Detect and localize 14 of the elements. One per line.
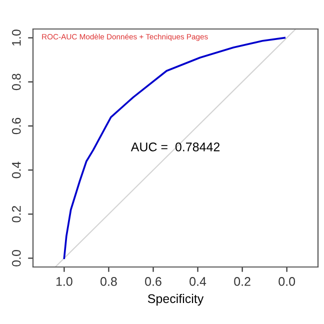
y-tick-label: 0.4	[12, 162, 21, 178]
y-tick-label: 0.8	[12, 74, 21, 90]
y-tick-label: 0.0	[12, 250, 21, 266]
x-tick-label: 0.8	[100, 277, 117, 286]
x-tick-label: 0.6	[145, 277, 162, 286]
x-tick-label: 0.0	[278, 277, 296, 286]
y-tick-label: 1.0	[12, 30, 21, 46]
y-tick-label: 0.2	[12, 206, 21, 222]
y-tick-label: 0.6	[12, 118, 21, 134]
x-tick-label: 0.2	[234, 277, 250, 286]
x-tick-label: 1.0	[56, 277, 72, 286]
annotation: AUC = 0.78442	[130, 142, 220, 152]
x-tick-label: 0.4	[190, 277, 206, 286]
x-axis-title: Specificity	[148, 294, 204, 306]
